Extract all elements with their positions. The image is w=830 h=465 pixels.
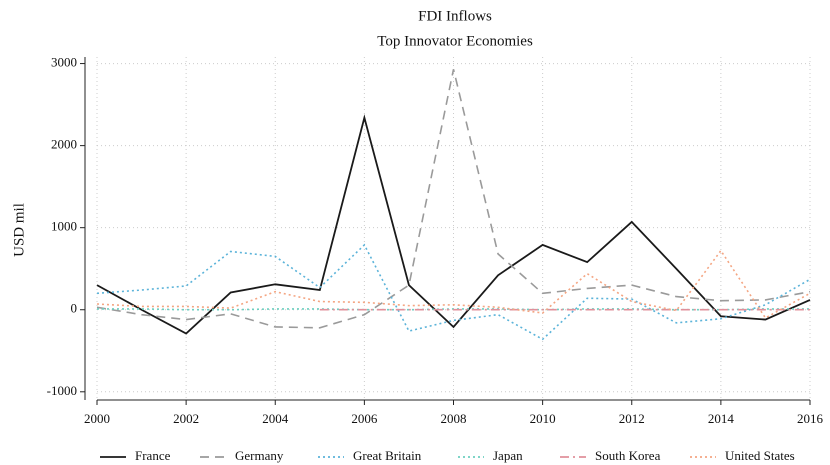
x-tick-label: 2002 <box>173 411 199 426</box>
series-line <box>96 114 811 335</box>
y-tick-label: 3000 <box>51 55 77 70</box>
x-tick-label: 2006 <box>351 411 378 426</box>
legend-label: United States <box>725 448 795 463</box>
x-tick-label: 2010 <box>530 411 556 426</box>
series-line <box>96 69 811 329</box>
legend-label: Great Britain <box>353 448 422 463</box>
x-tick-label: 2000 <box>84 411 110 426</box>
x-tick-label: 2014 <box>708 411 735 426</box>
x-tick-label: 2004 <box>262 411 289 426</box>
chart-title: FDI Inflows <box>418 8 492 24</box>
x-tick-label: 2016 <box>797 411 824 426</box>
y-tick-label: 2000 <box>51 137 77 152</box>
series-line <box>96 243 811 341</box>
x-tick-label: 2008 <box>441 411 467 426</box>
y-tick-label: 0 <box>71 301 78 316</box>
legend-label: South Korea <box>595 448 661 463</box>
legend-label: France <box>135 448 171 463</box>
series-line <box>96 249 811 320</box>
y-tick-label: -1000 <box>47 383 77 398</box>
legend-label: Japan <box>493 448 523 463</box>
x-tick-label: 2012 <box>619 411 645 426</box>
y-tick-label: 1000 <box>51 219 77 234</box>
series-line <box>97 308 810 311</box>
chart-subtitle: Top Innovator Economies <box>377 33 533 49</box>
y-axis-label: USD mil <box>11 203 27 257</box>
legend-label: Germany <box>235 448 284 463</box>
